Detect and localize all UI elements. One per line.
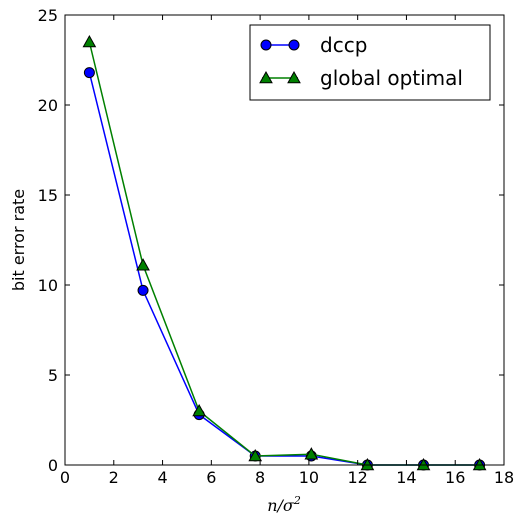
x-tick-label: 8 <box>255 468 265 487</box>
data-point <box>136 258 150 271</box>
x-axis-label-superscript: 2 <box>293 494 301 507</box>
plot-frame <box>64 14 505 466</box>
data-point <box>472 457 487 471</box>
y-tick-label: 20 <box>38 96 58 115</box>
legend-label: dccp <box>320 33 367 57</box>
x-tick-label: 14 <box>396 468 416 487</box>
y-tick-label: 25 <box>38 6 58 25</box>
data-point <box>360 457 375 471</box>
data-point <box>83 67 95 79</box>
y-axis-label: bit error rate <box>9 189 28 291</box>
series-2 <box>82 34 487 471</box>
y-tick-label: 10 <box>38 276 58 295</box>
series-line <box>88 41 480 466</box>
legend-label: global optimal <box>320 66 463 90</box>
x-tick-label: 10 <box>299 468 319 487</box>
data-point <box>248 448 263 462</box>
data-point <box>192 403 206 417</box>
x-tick-label: 16 <box>445 468 465 487</box>
legend: dccp global optimal <box>249 24 491 101</box>
series-layer <box>82 34 487 471</box>
ticks-layer: 0 2 4 6 8 10 12 14 16 18 0 5 10 15 20 25 <box>38 6 515 487</box>
legend-marker <box>259 70 273 84</box>
data-point <box>137 284 149 296</box>
data-point <box>416 457 431 471</box>
y-tick-label: 15 <box>38 186 58 205</box>
data-point <box>304 447 319 460</box>
x-tick-label: 2 <box>109 468 119 487</box>
legend-marker <box>287 70 301 84</box>
labels-layer: bit error rate n/σ2 <box>9 189 301 515</box>
legend-marker <box>260 39 272 51</box>
data-point <box>82 34 97 48</box>
x-tick-label: 18 <box>494 468 514 487</box>
x-tick-label: 12 <box>347 468 367 487</box>
y-tick-label: 0 <box>48 456 58 475</box>
x-tick-label: 6 <box>206 468 216 487</box>
x-tick-label: 0 <box>60 468 70 487</box>
legend-box <box>249 24 491 101</box>
x-axis-label-main: n/σ <box>267 496 295 515</box>
x-tick-label: 4 <box>157 468 167 487</box>
x-axis-label: n/σ2 <box>267 494 301 515</box>
legend-marker <box>288 39 300 51</box>
y-tick-label: 5 <box>48 366 58 385</box>
